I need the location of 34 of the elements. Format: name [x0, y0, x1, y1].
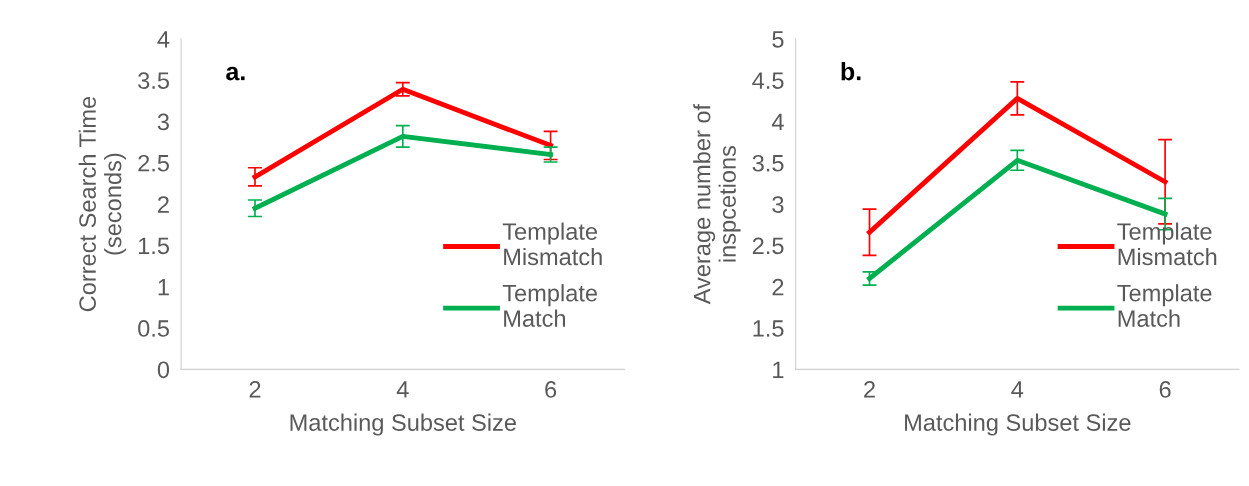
x-tick-label: 2 — [249, 381, 261, 398]
y-tick-label: 3.5 — [138, 72, 170, 89]
y-tick-label: 2.5 — [138, 154, 170, 172]
legend-label: Template Match — [1117, 284, 1212, 327]
y-tick-label: 5 — [772, 31, 784, 48]
annotation: b. — [841, 62, 861, 81]
y-axis-title: Average number of inspcetions — [693, 103, 741, 305]
x-axis-title: Matching Subset Size — [905, 413, 1131, 436]
y-tick-label: 1.5 — [138, 237, 170, 255]
x-tick-label: 2 — [864, 381, 875, 398]
y-tick-label: 4.5 — [752, 72, 784, 89]
legend-label: Template Mismatch — [502, 222, 602, 266]
y-tick-label: 3 — [772, 196, 784, 213]
x-axis-title: Matching Subset Size — [290, 413, 516, 436]
y-tick-label: 1 — [773, 361, 784, 378]
annotation: a. — [226, 66, 245, 81]
y-tick-label: 3 — [157, 113, 169, 131]
y-tick-label: 2 — [772, 278, 784, 296]
legend-label: Template Match — [502, 284, 597, 327]
y-tick-label: 4 — [157, 31, 170, 48]
x-tick-label: 4 — [396, 381, 409, 398]
y-tick-label: 2.5 — [752, 237, 784, 255]
y-tick-label: 2 — [158, 196, 169, 213]
y-tick-label: 1.5 — [753, 320, 784, 337]
y-tick-label: 0.5 — [138, 320, 170, 337]
x-tick-label: 6 — [545, 381, 557, 398]
y-tick-label: 3.5 — [752, 154, 784, 172]
legend-label: Template Mismatch — [1117, 222, 1217, 266]
x-tick-label: 6 — [1159, 381, 1171, 398]
y-axis-title: Correct Search Time (seconds) — [78, 96, 127, 312]
x-tick-label: 4 — [1011, 381, 1024, 398]
y-tick-label: 0 — [157, 361, 170, 379]
y-tick-label: 1 — [158, 279, 169, 296]
y-tick-label: 4 — [771, 113, 784, 131]
